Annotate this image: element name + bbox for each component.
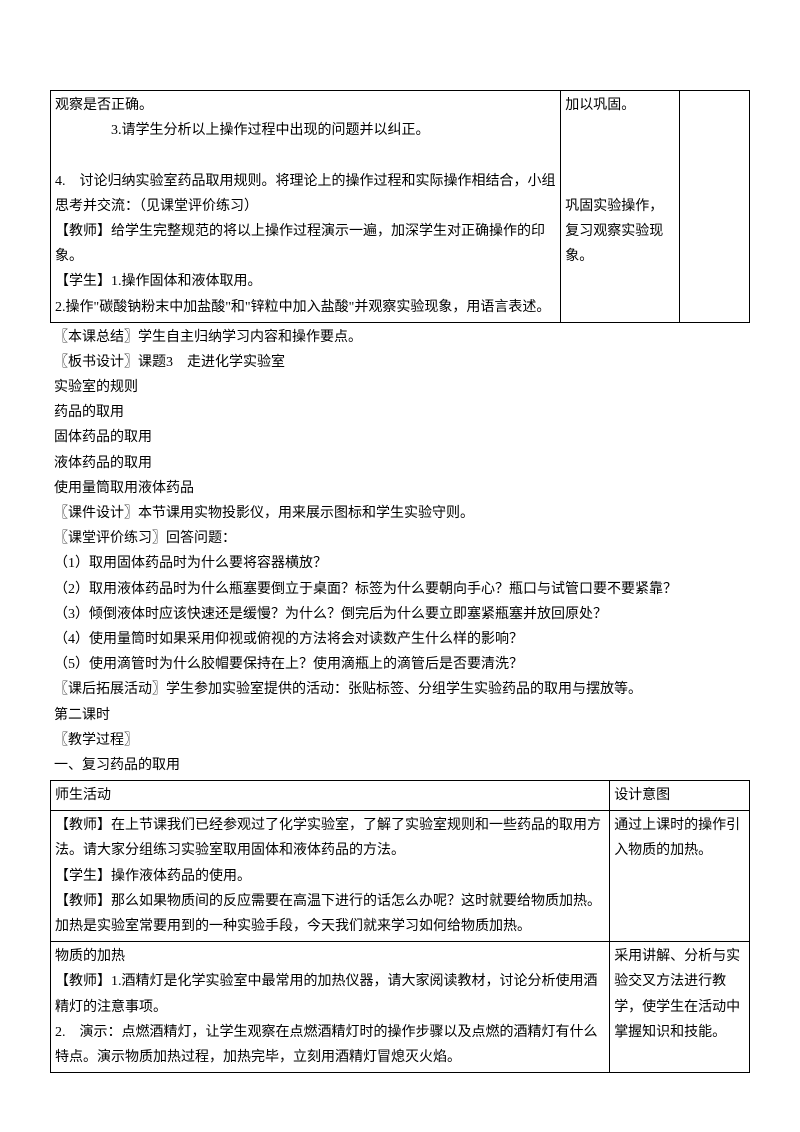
line: （1）取用固体药品时为什么要将容器横放？: [54, 551, 746, 576]
cell-intent: 采用讲解、分析与实验交叉方法进行教学，使学生在活动中掌握知识和技能。: [610, 942, 750, 1073]
table-row: 师生活动 设计意图: [51, 781, 750, 811]
line: 使用量筒取用液体药品: [54, 476, 746, 501]
line: 〖课件设计〗本节课用实物投影仪，用来展示图标和学生实验守则。: [54, 501, 746, 526]
cell-activity: 观察是否正确。 3.请学生分析以上操作过程中出现的问题并以纠正。 4. 讨论归纳…: [51, 91, 561, 323]
table-row: 物质的加热 【教师】1.酒精灯是化学实验室中最常用的加热仪器，请大家阅读教材，讨…: [51, 942, 750, 1073]
line: 液体药品的取用: [54, 451, 746, 476]
line: 一、复习药品的取用: [54, 753, 746, 778]
line: 实验室的规则: [54, 375, 746, 400]
line: 〖板书设计〗课题3 走进化学实验室: [54, 350, 746, 375]
document-page: 观察是否正确。 3.请学生分析以上操作过程中出现的问题并以纠正。 4. 讨论归纳…: [0, 0, 800, 1123]
line: （2）取用液体药品时为什么瓶塞要倒立于桌面？标签为什么要朝向手心？瓶口与试管口要…: [54, 577, 746, 602]
line: （4）使用量筒时如果采用仰视或俯视的方法将会对读数产生什么样的影响？: [54, 627, 746, 652]
line: 〖课堂评价练习〗回答问题：: [54, 526, 746, 551]
cell-intent: 通过上课时的操作引入物质的加热。: [610, 811, 750, 942]
table-row: 观察是否正确。 3.请学生分析以上操作过程中出现的问题并以纠正。 4. 讨论归纳…: [51, 91, 750, 323]
table-2: 师生活动 设计意图 【教师】在上节课我们已经参观过了化学实验室，了解了实验室规则…: [50, 780, 750, 1073]
cell-intent: 加以巩固。 巩固实验操作，复习观察实验现象。: [561, 91, 680, 323]
table-row: 【教师】在上节课我们已经参观过了化学实验室，了解了实验室规则和一些药品的取用方法…: [51, 811, 750, 942]
header-intent: 设计意图: [610, 781, 750, 811]
header-activity: 师生活动: [51, 781, 610, 811]
line: 药品的取用: [54, 400, 746, 425]
line: （5）使用滴管时为什么胶帽要保持在上？使用滴瓶上的滴管后是否要清洗？: [54, 652, 746, 677]
table-1: 观察是否正确。 3.请学生分析以上操作过程中出现的问题并以纠正。 4. 讨论归纳…: [50, 90, 750, 323]
line: 〖课后拓展活动〗学生参加实验室提供的活动：张贴标签、分组学生实验药品的取用与摆放…: [54, 677, 746, 702]
line: 〖教学过程〗: [54, 728, 746, 753]
mid-text-block: 〖本课总结〗学生自主归纳学习内容和操作要点。 〖板书设计〗课题3 走进化学实验室…: [50, 323, 750, 780]
cell-spacer: [680, 91, 750, 323]
line: 〖本课总结〗学生自主归纳学习内容和操作要点。: [54, 325, 746, 350]
line: 第二课时: [54, 703, 746, 728]
line: 固体药品的取用: [54, 425, 746, 450]
cell-activity: 物质的加热 【教师】1.酒精灯是化学实验室中最常用的加热仪器，请大家阅读教材，讨…: [51, 942, 610, 1073]
line: （3）倾倒液体时应该快速还是缓慢？为什么？倒完后为什么要立即塞紧瓶塞并放回原处？: [54, 602, 746, 627]
cell-activity: 【教师】在上节课我们已经参观过了化学实验室，了解了实验室规则和一些药品的取用方法…: [51, 811, 610, 942]
